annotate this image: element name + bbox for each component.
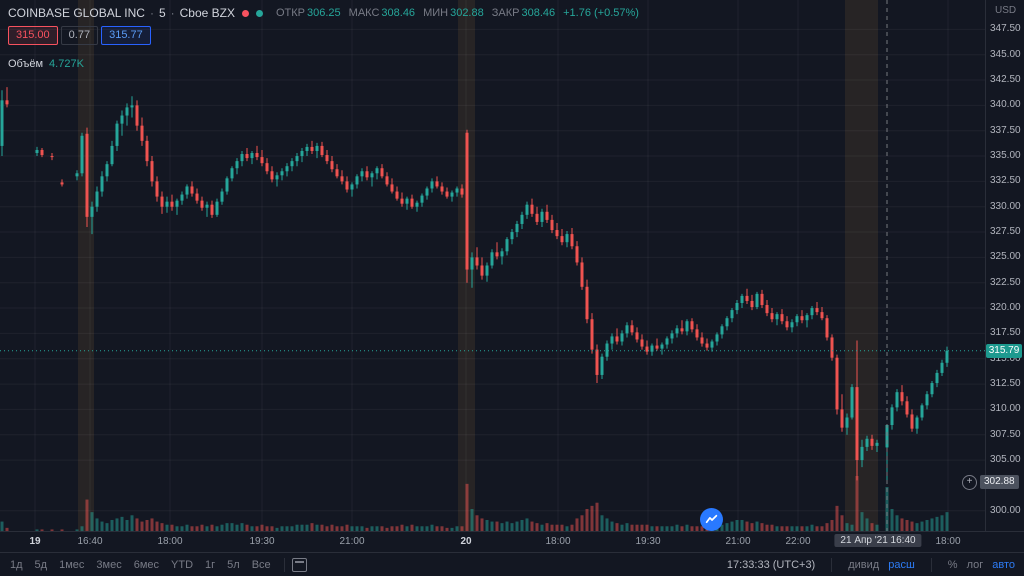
price-tick-label: 330.00 (990, 200, 1021, 212)
change-value: +1.76 (+0.57%) (563, 7, 639, 19)
low-value: 302.88 (450, 7, 484, 19)
price-axis[interactable]: USD 347.50 345.00 342.50 340.00 337.50 335.00… (985, 0, 1024, 531)
volume-label[interactable]: Объём (8, 58, 44, 70)
range-button-1д[interactable]: 1д (10, 559, 23, 571)
price-tick-label: 337.50 (990, 124, 1021, 136)
time-axis[interactable]: 19 16:40 18:00 19:30 21:00 20 18:00 19:30 21:00 2… (0, 531, 1024, 553)
adjust-dividends-toggle[interactable]: дивид (848, 559, 880, 571)
market-status-dot-icon (241, 9, 249, 17)
symbol-name[interactable]: COINBASE GLOBAL INC (8, 6, 145, 20)
toolbar-divider (831, 558, 833, 572)
close-value: 308.46 (521, 7, 556, 19)
ohlc-readout: ОТКР 306.25 МАКС 308.46 МИН 302.88 ЗАКР 308.… (276, 7, 639, 19)
volume-value: 4.727K (49, 58, 84, 70)
price-tick-label: 345.00 (990, 48, 1021, 60)
price-tick-label: 300.00 (990, 504, 1021, 516)
price-tick-label: 347.50 (990, 23, 1021, 35)
open-label: ОТКР (275, 7, 306, 19)
range-button-1мес[interactable]: 1мес (59, 559, 85, 571)
realtime-status-dot-icon (255, 9, 263, 17)
range-button-YTD[interactable]: YTD (171, 559, 194, 571)
log-scale-toggle[interactable]: лог (966, 559, 984, 571)
exchange-name[interactable]: Cboe BZX (179, 6, 235, 20)
price-tick-label: 307.50 (990, 428, 1021, 440)
range-button-5л[interactable]: 5л (227, 559, 240, 571)
extended-hours-toggle[interactable]: расш (888, 559, 915, 571)
high-label: МАКС (348, 7, 380, 19)
open-value: 306.25 (307, 7, 341, 19)
range-button-3мес[interactable]: 3мес (96, 559, 122, 571)
time-label: 21:00 (339, 536, 365, 547)
price-tick-label: 315.00 (990, 352, 1021, 364)
toolbar-right: 17:33:33 (UTC+3) дивид расш % лог авто (727, 558, 1024, 572)
volume-legend: Объём 4.727K (8, 58, 84, 70)
spread-value: 0.77 (60, 26, 99, 45)
clock-display[interactable]: 17:33:33 (UTC+3) (726, 559, 816, 571)
date-label: 19 (29, 536, 41, 547)
price-tick-label: 340.00 (990, 99, 1021, 111)
time-label: 19:30 (635, 536, 661, 547)
crosshair-time-badge: 21 Апр '21 16:40 (834, 534, 922, 547)
price-tick-label: 322.50 (990, 276, 1021, 288)
range-button-Все[interactable]: Все (251, 559, 271, 571)
calendar-icon[interactable] (291, 558, 307, 572)
time-label: 21:00 (725, 536, 751, 547)
circle-plus-icon[interactable]: + (962, 474, 977, 490)
close-label: ЗАКР (491, 7, 520, 19)
time-label: 22:00 (785, 536, 811, 547)
symbol-legend: COINBASE GLOBAL INC · 5 · Cboe BZX ОТКР 3… (8, 6, 639, 20)
high-value: 308.46 (381, 7, 416, 19)
auto-scale-toggle[interactable]: авто (992, 559, 1015, 571)
price-tick-label: 342.50 (990, 74, 1021, 86)
current-price-badge: 315.79 (986, 343, 1022, 358)
toolbar-divider (283, 558, 285, 572)
chart-line-icon (705, 514, 718, 524)
time-label: 16:40 (77, 536, 103, 547)
bid-ask-row: 315.00 0.77 315.77 (8, 26, 151, 45)
date-label: 20 (460, 536, 472, 547)
price-tick-label: 332.50 (990, 175, 1021, 187)
tradingview-logo[interactable] (700, 508, 723, 531)
time-label: 18:00 (935, 536, 961, 547)
range-button-5д[interactable]: 5д (34, 559, 48, 571)
time-label: 18:00 (157, 536, 183, 547)
price-tick-label: 335.00 (990, 150, 1021, 162)
range-button-1г[interactable]: 1г (205, 559, 216, 571)
ask-button[interactable]: 315.77 (101, 26, 151, 45)
price-tick-label: 305.00 (990, 454, 1021, 466)
toolbar-divider (930, 558, 932, 572)
range-button-6мес[interactable]: 6мес (133, 559, 160, 571)
currency-label: USD (995, 5, 1017, 16)
price-tick-label: 325.00 (990, 251, 1021, 263)
bid-button[interactable]: 315.00 (8, 26, 58, 45)
price-tick-label: 310.00 (990, 403, 1021, 415)
low-label: МИН (423, 7, 449, 19)
price-tick-label: 320.00 (990, 302, 1021, 314)
percent-scale-toggle[interactable]: % (947, 559, 958, 571)
legend-separator: · (149, 6, 154, 20)
price-tick-label: 312.50 (990, 378, 1021, 390)
candlestick-chart[interactable] (0, 0, 985, 531)
interval-value[interactable]: 5 (158, 6, 166, 20)
price-tick-label: 317.50 (990, 327, 1021, 339)
legend-separator: · (170, 6, 175, 20)
bottom-toolbar: 1д 5д 1мес 3мес 6мес YTD 1г 5л Все 17:33:33 (UTC… (0, 552, 1024, 576)
price-tick-label: 327.50 (990, 226, 1021, 238)
time-label: 18:00 (545, 536, 571, 547)
time-label: 19:30 (249, 536, 275, 547)
low-price-marker: + 302.88 (962, 474, 1019, 490)
chart-pane[interactable]: COINBASE GLOBAL INC · 5 · Cboe BZX ОТКР 3… (0, 0, 985, 531)
low-price-badge: 302.88 (980, 475, 1019, 490)
range-selector: 1д 5д 1мес 3мес 6мес YTD 1г 5л Все (0, 557, 277, 573)
